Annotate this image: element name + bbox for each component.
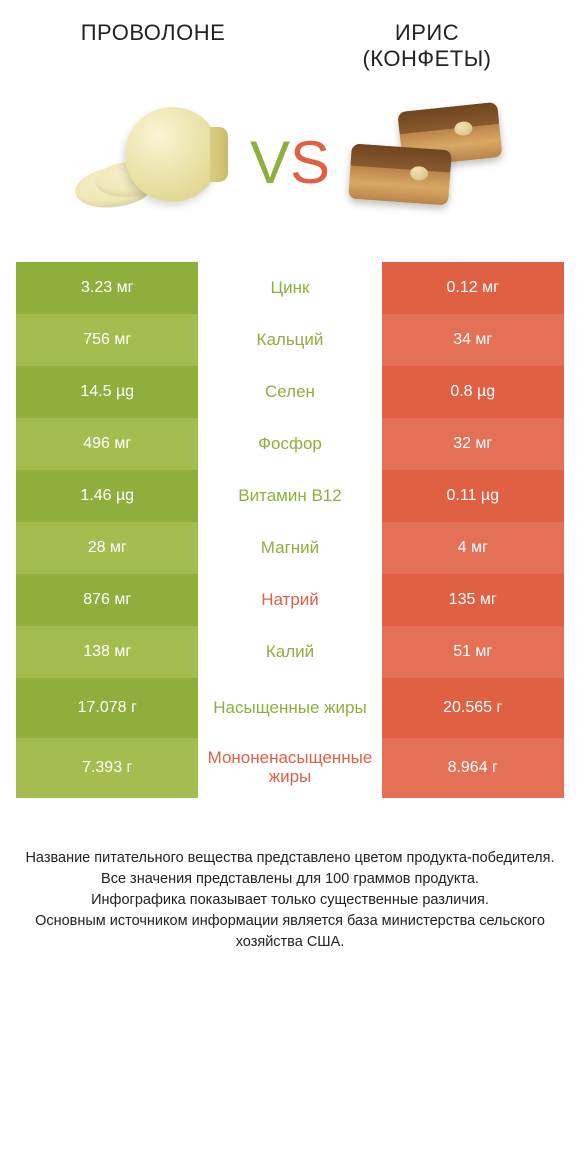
title-right-line2: (КОНФЕТЫ): [295, 46, 558, 72]
table-row: 28 мгМагний4 мг: [16, 522, 564, 574]
cell-left-value: 496 мг: [16, 418, 198, 470]
table-row: 496 мгФосфор32 мг: [16, 418, 564, 470]
cell-right-value: 135 мг: [382, 574, 564, 626]
cell-nutrient-label: Кальций: [198, 314, 381, 366]
toffee-icon: [350, 107, 510, 217]
cell-nutrient-label: Селен: [198, 366, 381, 418]
cell-nutrient-label: Насыщенные жиры: [198, 678, 381, 738]
cell-left-value: 3.23 мг: [16, 262, 198, 314]
table-row: 1.46 µgВитамин B120.11 µg: [16, 470, 564, 522]
cell-nutrient-label: Мононенасыщенные жиры: [198, 738, 381, 798]
table-row: 876 мгНатрий135 мг: [16, 574, 564, 626]
cell-left-value: 876 мг: [16, 574, 198, 626]
table-row: 7.393 гМононенасыщенные жиры8.964 г: [16, 738, 564, 798]
cell-right-value: 4 мг: [382, 522, 564, 574]
cell-left-value: 14.5 µg: [16, 366, 198, 418]
cell-left-value: 7.393 г: [16, 738, 198, 798]
cell-right-value: 32 мг: [382, 418, 564, 470]
cell-right-value: 8.964 г: [382, 738, 564, 798]
comparison-table: 3.23 мгЦинк0.12 мг756 мгКальций34 мг14.5…: [16, 262, 564, 798]
cell-nutrient-label: Фосфор: [198, 418, 381, 470]
food-image-left: [70, 102, 230, 222]
title-left: ПРОВОЛОНЕ: [21, 20, 284, 46]
cell-left-value: 756 мг: [16, 314, 198, 366]
cell-left-value: 17.078 г: [16, 678, 198, 738]
cell-right-value: 0.8 µg: [382, 366, 564, 418]
vs-row: VS: [16, 102, 564, 222]
footer-line: Название питательного вещества представл…: [22, 848, 558, 869]
title-right-line1: ИРИС: [395, 20, 459, 45]
footer-line: Инфографика показывает только существенн…: [22, 890, 558, 911]
vs-letter-v: V: [250, 129, 290, 196]
titles-row: ПРОВОЛОНЕ ИРИС (КОНФЕТЫ): [16, 20, 564, 72]
table-row: 138 мгКалий51 мг: [16, 626, 564, 678]
cell-nutrient-label: Калий: [198, 626, 381, 678]
page: ПРОВОЛОНЕ ИРИС (КОНФЕТЫ) VS 3.23 мгЦинк0…: [0, 0, 580, 1174]
cell-nutrient-label: Цинк: [198, 262, 381, 314]
cell-left-value: 28 мг: [16, 522, 198, 574]
table-row: 756 мгКальций34 мг: [16, 314, 564, 366]
cell-right-value: 0.12 мг: [382, 262, 564, 314]
table-row: 3.23 мгЦинк0.12 мг: [16, 262, 564, 314]
vs-text: VS: [250, 128, 330, 197]
cell-nutrient-label: Витамин B12: [198, 470, 381, 522]
cell-nutrient-label: Магний: [198, 522, 381, 574]
title-right: ИРИС (КОНФЕТЫ): [295, 20, 558, 72]
footer-notes: Название питательного вещества представл…: [16, 848, 564, 953]
provolone-icon: [75, 107, 225, 217]
food-image-right: [350, 102, 510, 222]
cell-left-value: 1.46 µg: [16, 470, 198, 522]
footer-line: Все значения представлены для 100 граммо…: [22, 869, 558, 890]
cell-left-value: 138 мг: [16, 626, 198, 678]
cell-right-value: 0.11 µg: [382, 470, 564, 522]
cell-right-value: 34 мг: [382, 314, 564, 366]
cell-nutrient-label: Натрий: [198, 574, 381, 626]
footer-line: Основным источником информации является …: [22, 911, 558, 953]
table-row: 17.078 гНасыщенные жиры20.565 г: [16, 678, 564, 738]
cell-right-value: 20.565 г: [382, 678, 564, 738]
table-row: 14.5 µgСелен0.8 µg: [16, 366, 564, 418]
vs-letter-s: S: [290, 129, 330, 196]
cell-right-value: 51 мг: [382, 626, 564, 678]
